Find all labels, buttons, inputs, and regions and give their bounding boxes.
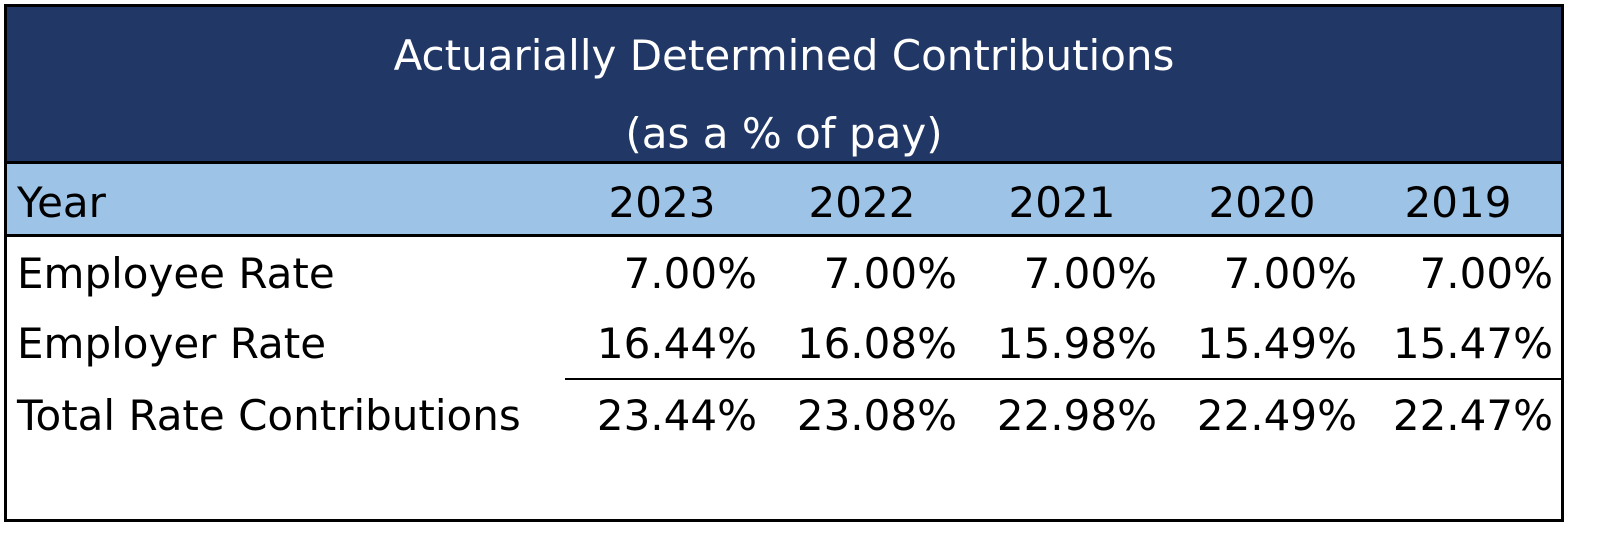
row-value: 7.00% [623,249,757,298]
table-row-employee-rate: Employee Rate 7.00% 7.00% 7.00% 7.00% 7.… [7,249,1561,313]
subtotal-divider [565,378,1561,380]
row-value: 7.00% [1023,249,1157,298]
header-year: 2022 [808,178,916,227]
header-row: Year 2023 2022 2021 2020 2019 [7,161,1561,237]
row-label: Total Rate Contributions [17,391,521,440]
row-value: 23.44% [596,391,757,440]
row-value: 23.08% [796,391,957,440]
row-value: 16.44% [596,319,757,368]
header-year: 2023 [608,178,716,227]
row-value: 15.98% [996,319,1157,368]
row-value: 22.47% [1392,391,1553,440]
header-year: 2020 [1208,178,1316,227]
row-value: 15.49% [1196,319,1357,368]
table-title: Actuarially Determined Contributions [393,31,1175,80]
row-value: 15.47% [1392,319,1553,368]
row-label: Employer Rate [17,319,327,368]
row-value: 7.00% [823,249,957,298]
table-subtitle: (as a % of pay) [625,109,943,158]
header-year: 2019 [1404,178,1512,227]
table-row-employer-rate: Employer Rate 16.44% 16.08% 15.98% 15.49… [7,319,1561,383]
header-year: 2021 [1008,178,1116,227]
table-row-total: Total Rate Contributions 23.44% 23.08% 2… [7,391,1561,455]
row-value: 22.98% [996,391,1157,440]
row-value: 22.49% [1196,391,1357,440]
row-value: 7.00% [1419,249,1553,298]
row-value: 16.08% [796,319,957,368]
header-year-label: Year [17,178,106,227]
row-value: 7.00% [1223,249,1357,298]
title-band: Actuarially Determined Contributions (as… [7,7,1561,161]
row-label: Employee Rate [17,249,335,298]
contributions-table: Actuarially Determined Contributions (as… [4,4,1564,522]
